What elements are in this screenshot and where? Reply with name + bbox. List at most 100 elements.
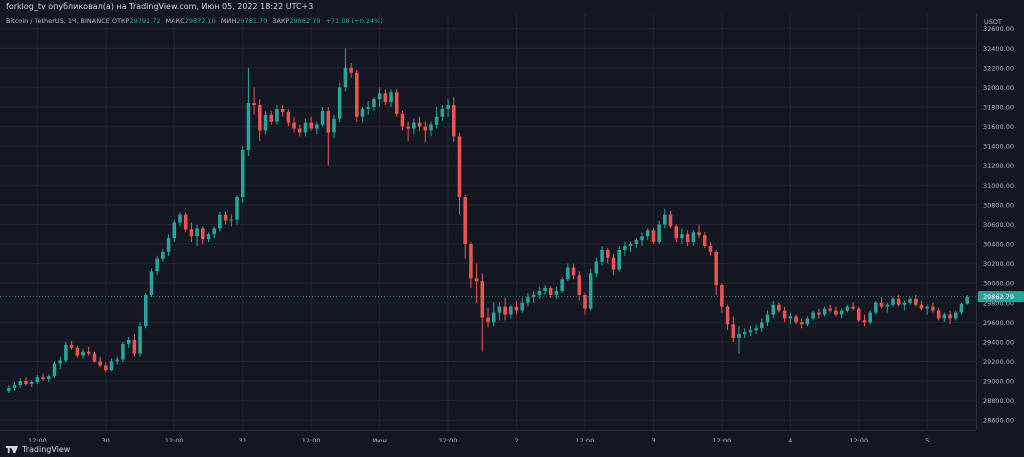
candle-body[interactable] xyxy=(817,312,821,315)
candle-body[interactable] xyxy=(919,304,924,309)
candle-body[interactable] xyxy=(520,302,524,311)
candle-body[interactable] xyxy=(771,304,775,315)
candle-body[interactable] xyxy=(640,236,644,241)
candle-body[interactable] xyxy=(412,122,416,129)
tradingview-logo[interactable]: TradingView xyxy=(6,445,70,454)
candle-body[interactable] xyxy=(246,103,251,151)
candle-body[interactable] xyxy=(355,72,359,117)
candle-body[interactable] xyxy=(81,351,85,356)
candle-body[interactable] xyxy=(885,304,890,307)
candle-body[interactable] xyxy=(263,114,268,131)
candle-body[interactable] xyxy=(708,245,713,252)
candle-body[interactable] xyxy=(195,228,199,237)
candle-body[interactable] xyxy=(543,288,547,292)
candle-body[interactable] xyxy=(503,306,507,315)
candle-body[interactable] xyxy=(349,67,353,73)
candle-body[interactable] xyxy=(782,310,787,319)
candle-body[interactable] xyxy=(189,229,194,237)
candle-body[interactable] xyxy=(104,365,108,371)
candle-body[interactable] xyxy=(514,306,519,311)
candle-body[interactable] xyxy=(183,214,188,230)
candle-body[interactable] xyxy=(240,150,245,198)
candle-body[interactable] xyxy=(702,235,707,246)
candle-body[interactable] xyxy=(457,136,462,198)
candle-body[interactable] xyxy=(634,240,639,245)
candle-body[interactable] xyxy=(788,316,793,319)
candle-body[interactable] xyxy=(149,271,154,295)
candle-body[interactable] xyxy=(537,291,542,295)
candle-body[interactable] xyxy=(337,87,342,119)
candle-body[interactable] xyxy=(377,93,382,100)
candle-body[interactable] xyxy=(389,92,393,103)
candle-body[interactable] xyxy=(526,296,530,303)
candle-body[interactable] xyxy=(480,281,485,318)
candle-body[interactable] xyxy=(742,332,747,335)
candle-body[interactable] xyxy=(229,219,234,221)
candle-body[interactable] xyxy=(571,267,576,276)
candle-body[interactable] xyxy=(463,197,467,245)
candle-body[interactable] xyxy=(611,257,616,270)
candle-body[interactable] xyxy=(121,343,125,360)
candle-body[interactable] xyxy=(172,222,177,239)
candle-body[interactable] xyxy=(201,228,205,240)
candle-body[interactable] xyxy=(737,334,741,338)
candle-body[interactable] xyxy=(446,105,450,109)
candle-body[interactable] xyxy=(896,298,901,305)
candle-body[interactable] xyxy=(497,306,502,313)
candle-body[interactable] xyxy=(908,298,912,303)
candle-body[interactable] xyxy=(58,360,62,364)
candle-body[interactable] xyxy=(657,224,661,243)
candle-body[interactable] xyxy=(109,361,114,371)
candle-body[interactable] xyxy=(594,261,599,274)
candle-body[interactable] xyxy=(155,258,159,272)
candle-body[interactable] xyxy=(115,359,119,362)
candle-body[interactable] xyxy=(754,328,758,331)
candle-body[interactable] xyxy=(628,244,633,246)
candle-body[interactable] xyxy=(931,306,935,311)
candle-body[interactable] xyxy=(936,310,941,319)
candle-body[interactable] xyxy=(126,339,131,344)
candle-body[interactable] xyxy=(474,278,479,282)
candle-body[interactable] xyxy=(406,126,410,129)
candle-body[interactable] xyxy=(303,122,308,133)
candle-body[interactable] xyxy=(566,267,570,280)
candle-body[interactable] xyxy=(794,316,798,323)
candle-body[interactable] xyxy=(143,294,148,327)
candle-body[interactable] xyxy=(959,303,964,313)
candle-body[interactable] xyxy=(320,110,325,125)
candle-body[interactable] xyxy=(891,298,895,305)
candle-body[interactable] xyxy=(697,232,701,236)
candle-body[interactable] xyxy=(269,114,274,122)
candle-body[interactable] xyxy=(24,381,28,384)
candle-body[interactable] xyxy=(35,377,40,383)
candle-body[interactable] xyxy=(674,226,679,239)
candle-body[interactable] xyxy=(286,111,291,123)
candle-body[interactable] xyxy=(834,310,838,315)
candle-body[interactable] xyxy=(925,306,929,309)
candle-body[interactable] xyxy=(606,249,610,258)
candle-body[interactable] xyxy=(851,306,855,309)
candle-body[interactable] xyxy=(252,103,256,106)
candle-body[interactable] xyxy=(440,108,445,117)
price-axis[interactable]: 28600.00 28800.00 29000.00 29200.00 29400.00… xyxy=(976,14,1024,430)
candle-body[interactable] xyxy=(874,302,878,313)
candle-body[interactable] xyxy=(879,302,884,307)
candle-body[interactable] xyxy=(434,116,439,125)
candle-body[interactable] xyxy=(69,344,74,348)
candle-body[interactable] xyxy=(212,228,216,235)
candle-body[interactable] xyxy=(600,249,604,262)
candle-body[interactable] xyxy=(691,232,696,243)
candle-body[interactable] xyxy=(223,214,228,221)
candle-body[interactable] xyxy=(748,330,753,333)
candle-body[interactable] xyxy=(868,312,872,323)
candle-body[interactable] xyxy=(47,376,51,380)
candle-body[interactable] xyxy=(7,387,11,391)
candle-body[interactable] xyxy=(138,326,142,354)
candle-body[interactable] xyxy=(725,306,730,325)
candle-body[interactable] xyxy=(343,67,348,88)
candle-body[interactable] xyxy=(680,234,684,239)
candle-body[interactable] xyxy=(92,353,97,362)
candle-body[interactable] xyxy=(360,108,365,117)
candle-body[interactable] xyxy=(617,249,621,270)
candle-body[interactable] xyxy=(132,339,137,354)
